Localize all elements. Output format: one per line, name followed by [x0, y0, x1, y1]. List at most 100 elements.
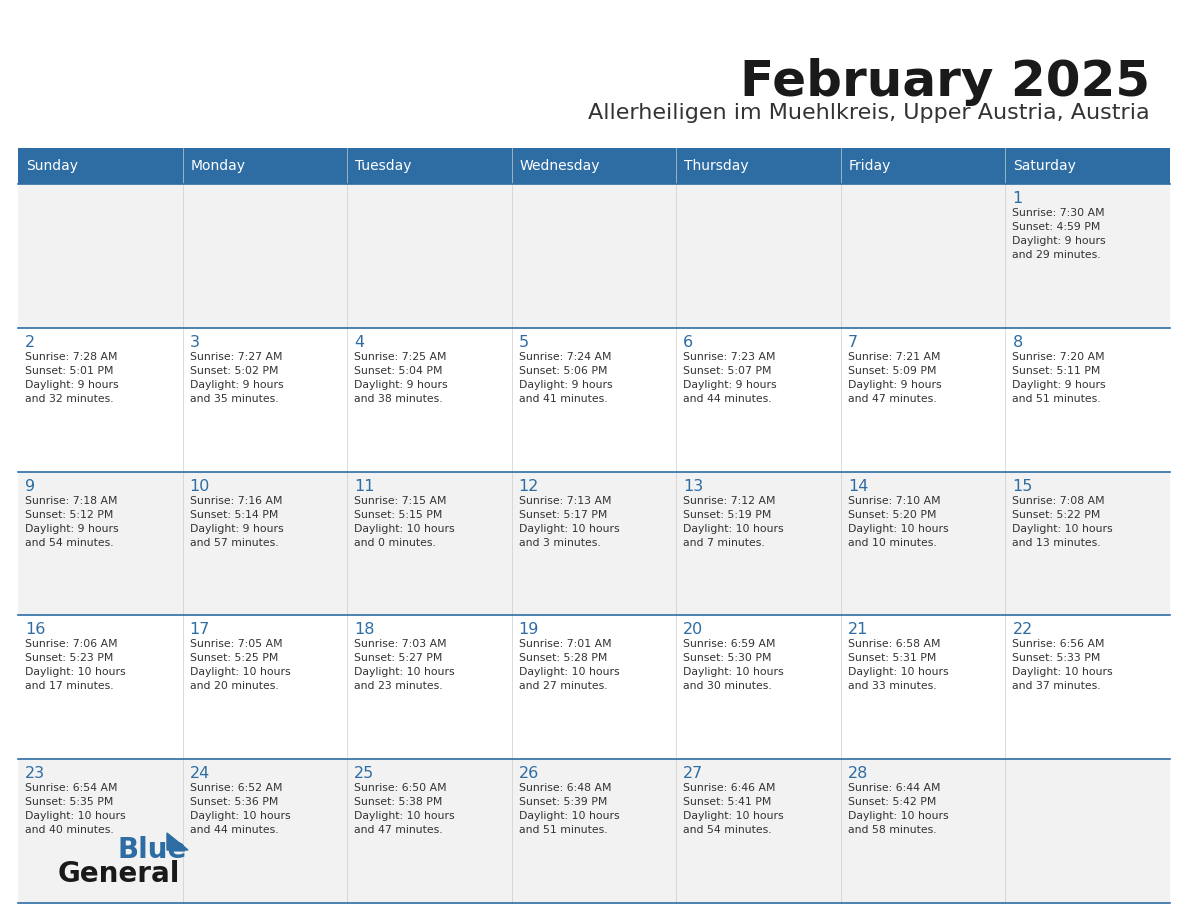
Text: 3: 3: [190, 335, 200, 350]
Text: Sunset: 5:39 PM: Sunset: 5:39 PM: [519, 797, 607, 807]
Text: and 17 minutes.: and 17 minutes.: [25, 681, 114, 691]
Text: and 51 minutes.: and 51 minutes.: [1012, 394, 1101, 404]
Text: Allerheiligen im Muehlkreis, Upper Austria, Austria: Allerheiligen im Muehlkreis, Upper Austr…: [588, 103, 1150, 123]
Text: Sunset: 5:01 PM: Sunset: 5:01 PM: [25, 365, 114, 375]
Text: and 3 minutes.: and 3 minutes.: [519, 538, 600, 548]
Text: Sunrise: 7:03 AM: Sunrise: 7:03 AM: [354, 640, 447, 649]
Text: Daylight: 9 hours: Daylight: 9 hours: [190, 523, 283, 533]
Text: General: General: [58, 860, 181, 888]
Text: Sunrise: 6:59 AM: Sunrise: 6:59 AM: [683, 640, 776, 649]
Text: and 20 minutes.: and 20 minutes.: [190, 681, 278, 691]
Text: Daylight: 9 hours: Daylight: 9 hours: [683, 380, 777, 390]
Text: 22: 22: [1012, 622, 1032, 637]
Text: Daylight: 10 hours: Daylight: 10 hours: [354, 812, 455, 822]
Text: Sunset: 5:42 PM: Sunset: 5:42 PM: [848, 797, 936, 807]
Text: Sunset: 5:04 PM: Sunset: 5:04 PM: [354, 365, 443, 375]
Text: 19: 19: [519, 622, 539, 637]
Text: Sunrise: 6:52 AM: Sunrise: 6:52 AM: [190, 783, 282, 793]
Text: and 23 minutes.: and 23 minutes.: [354, 681, 443, 691]
Text: Sunrise: 6:50 AM: Sunrise: 6:50 AM: [354, 783, 447, 793]
Text: Daylight: 10 hours: Daylight: 10 hours: [519, 523, 619, 533]
Text: and 47 minutes.: and 47 minutes.: [848, 394, 936, 404]
Text: Sunrise: 6:56 AM: Sunrise: 6:56 AM: [1012, 640, 1105, 649]
Text: and 57 minutes.: and 57 minutes.: [190, 538, 278, 548]
Text: Sunday: Sunday: [26, 159, 78, 173]
Text: Sunset: 5:31 PM: Sunset: 5:31 PM: [848, 654, 936, 664]
Text: 5: 5: [519, 335, 529, 350]
Text: Sunrise: 7:28 AM: Sunrise: 7:28 AM: [25, 352, 118, 362]
Text: 7: 7: [848, 335, 858, 350]
Polygon shape: [168, 833, 188, 850]
Bar: [18, 328, 1170, 472]
Text: 27: 27: [683, 767, 703, 781]
Text: Daylight: 10 hours: Daylight: 10 hours: [848, 667, 948, 677]
Text: 13: 13: [683, 478, 703, 494]
Text: 14: 14: [848, 478, 868, 494]
Text: Daylight: 10 hours: Daylight: 10 hours: [848, 812, 948, 822]
Text: and 44 minutes.: and 44 minutes.: [683, 394, 772, 404]
Text: Sunrise: 7:25 AM: Sunrise: 7:25 AM: [354, 352, 447, 362]
Text: Wednesday: Wednesday: [519, 159, 600, 173]
Text: Sunset: 5:02 PM: Sunset: 5:02 PM: [190, 365, 278, 375]
Text: 23: 23: [25, 767, 45, 781]
Text: Thursday: Thursday: [684, 159, 748, 173]
Text: Sunset: 5:38 PM: Sunset: 5:38 PM: [354, 797, 442, 807]
Text: Daylight: 9 hours: Daylight: 9 hours: [519, 380, 612, 390]
Text: 8: 8: [1012, 335, 1023, 350]
Text: Sunrise: 7:18 AM: Sunrise: 7:18 AM: [25, 496, 118, 506]
Text: Sunset: 5:30 PM: Sunset: 5:30 PM: [683, 654, 772, 664]
Text: Sunrise: 7:24 AM: Sunrise: 7:24 AM: [519, 352, 611, 362]
Text: 26: 26: [519, 767, 539, 781]
Bar: [18, 184, 1170, 328]
Text: Sunset: 5:23 PM: Sunset: 5:23 PM: [25, 654, 113, 664]
Text: Daylight: 10 hours: Daylight: 10 hours: [683, 812, 784, 822]
Text: Sunset: 5:12 PM: Sunset: 5:12 PM: [25, 509, 113, 520]
Text: Sunset: 4:59 PM: Sunset: 4:59 PM: [1012, 222, 1101, 232]
Text: 1: 1: [1012, 191, 1023, 206]
Text: Sunset: 5:27 PM: Sunset: 5:27 PM: [354, 654, 442, 664]
Text: Monday: Monday: [190, 159, 246, 173]
Text: 20: 20: [683, 622, 703, 637]
Text: Sunset: 5:06 PM: Sunset: 5:06 PM: [519, 365, 607, 375]
Text: Sunrise: 7:20 AM: Sunrise: 7:20 AM: [1012, 352, 1105, 362]
Text: Sunrise: 7:05 AM: Sunrise: 7:05 AM: [190, 640, 283, 649]
Text: Blue: Blue: [118, 836, 188, 864]
Text: Sunrise: 7:13 AM: Sunrise: 7:13 AM: [519, 496, 611, 506]
Text: and 40 minutes.: and 40 minutes.: [25, 825, 114, 835]
Text: Daylight: 10 hours: Daylight: 10 hours: [354, 667, 455, 677]
Text: Sunrise: 7:15 AM: Sunrise: 7:15 AM: [354, 496, 447, 506]
Text: Daylight: 9 hours: Daylight: 9 hours: [848, 380, 941, 390]
Text: Sunset: 5:17 PM: Sunset: 5:17 PM: [519, 509, 607, 520]
Text: and 38 minutes.: and 38 minutes.: [354, 394, 443, 404]
Text: February 2025: February 2025: [740, 58, 1150, 106]
Text: Sunrise: 7:10 AM: Sunrise: 7:10 AM: [848, 496, 941, 506]
Text: Sunrise: 7:27 AM: Sunrise: 7:27 AM: [190, 352, 282, 362]
Text: and 33 minutes.: and 33 minutes.: [848, 681, 936, 691]
Text: 16: 16: [25, 622, 45, 637]
Text: Sunrise: 7:06 AM: Sunrise: 7:06 AM: [25, 640, 118, 649]
Bar: [18, 759, 1170, 903]
Text: Sunrise: 6:46 AM: Sunrise: 6:46 AM: [683, 783, 776, 793]
Text: Sunset: 5:28 PM: Sunset: 5:28 PM: [519, 654, 607, 664]
Text: Sunset: 5:33 PM: Sunset: 5:33 PM: [1012, 654, 1101, 664]
Text: 24: 24: [190, 767, 210, 781]
Text: Sunrise: 6:58 AM: Sunrise: 6:58 AM: [848, 640, 941, 649]
Text: and 13 minutes.: and 13 minutes.: [1012, 538, 1101, 548]
Text: Daylight: 10 hours: Daylight: 10 hours: [519, 667, 619, 677]
Text: Daylight: 10 hours: Daylight: 10 hours: [190, 667, 290, 677]
Text: and 10 minutes.: and 10 minutes.: [848, 538, 936, 548]
Text: and 54 minutes.: and 54 minutes.: [25, 538, 114, 548]
Text: Sunrise: 6:44 AM: Sunrise: 6:44 AM: [848, 783, 941, 793]
Text: Sunrise: 7:16 AM: Sunrise: 7:16 AM: [190, 496, 282, 506]
Text: Sunrise: 7:01 AM: Sunrise: 7:01 AM: [519, 640, 612, 649]
Text: Sunset: 5:14 PM: Sunset: 5:14 PM: [190, 509, 278, 520]
Text: 11: 11: [354, 478, 374, 494]
Text: Daylight: 10 hours: Daylight: 10 hours: [190, 812, 290, 822]
Text: 15: 15: [1012, 478, 1032, 494]
Text: 25: 25: [354, 767, 374, 781]
Text: Daylight: 9 hours: Daylight: 9 hours: [190, 380, 283, 390]
Text: Sunset: 5:25 PM: Sunset: 5:25 PM: [190, 654, 278, 664]
Text: Sunrise: 6:48 AM: Sunrise: 6:48 AM: [519, 783, 611, 793]
Text: Sunset: 5:15 PM: Sunset: 5:15 PM: [354, 509, 442, 520]
Text: Sunset: 5:11 PM: Sunset: 5:11 PM: [1012, 365, 1101, 375]
